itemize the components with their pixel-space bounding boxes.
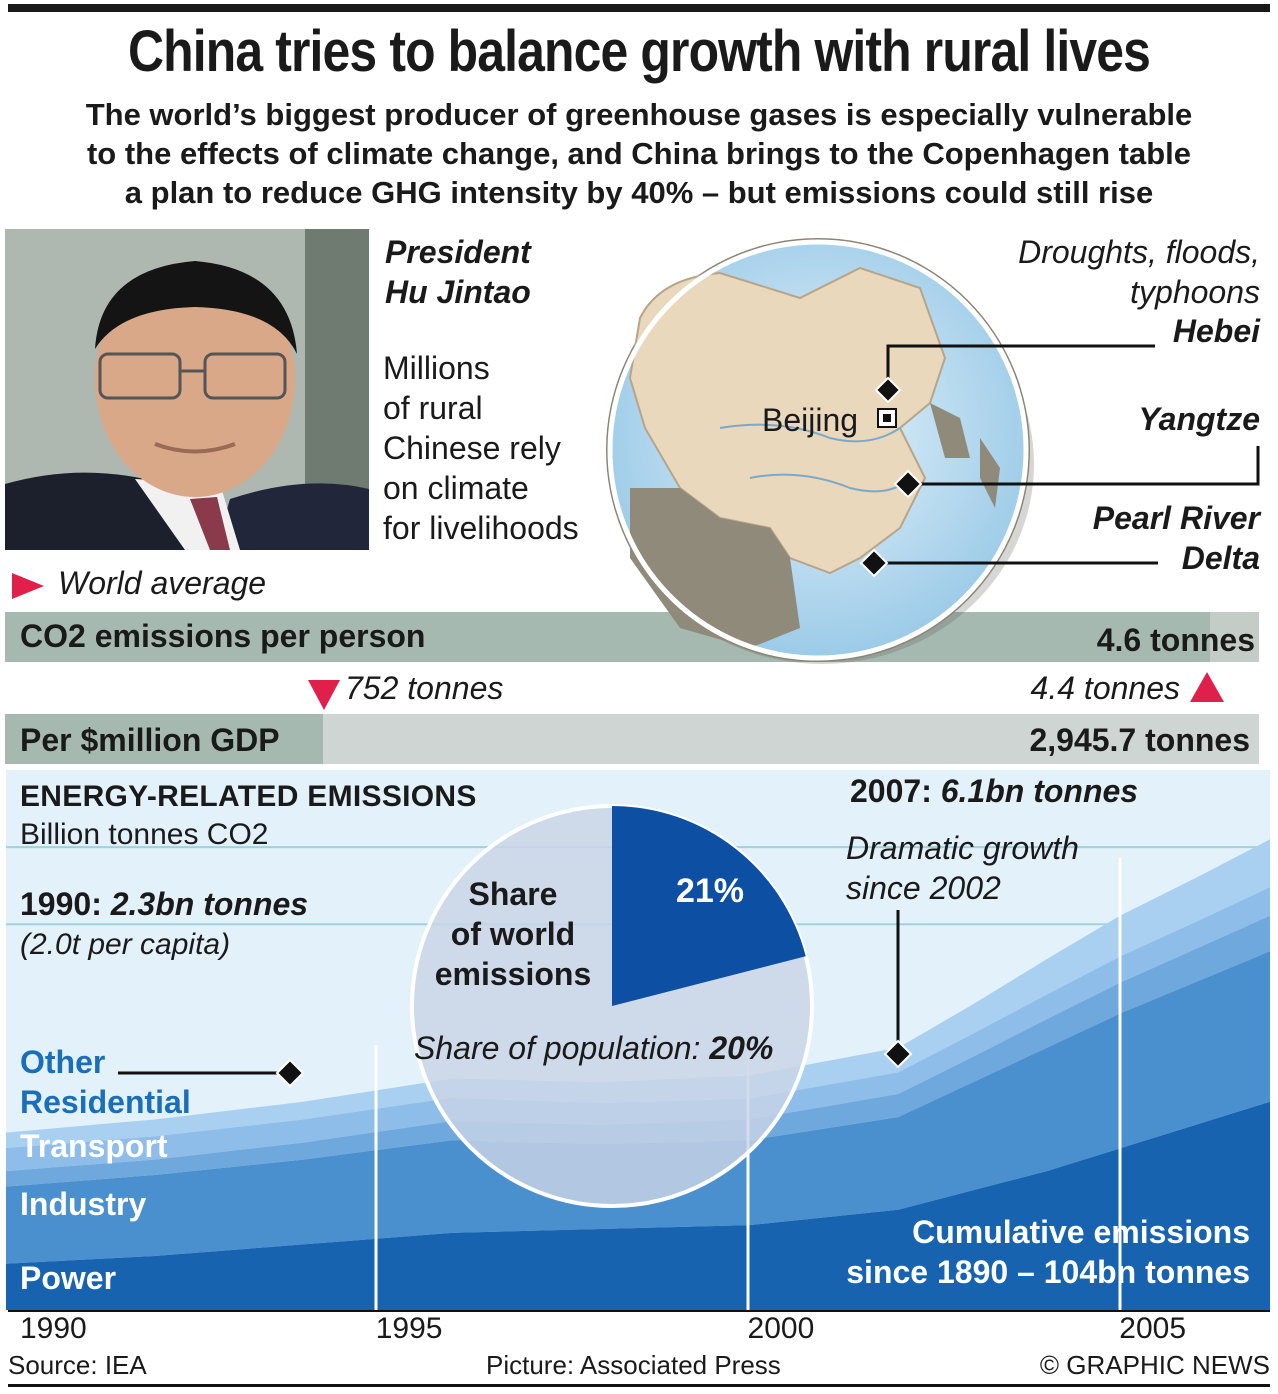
annot-1990-year: 1990: <box>20 886 102 922</box>
annot-1990-value: 2.3bn tonnes <box>110 886 309 922</box>
rural-text-line: of rural <box>383 390 483 426</box>
pearl-river-label: Pearl River Delta <box>960 498 1260 578</box>
gdp-label: Per $million GDP <box>20 722 280 758</box>
population-share: Share of population: 20% <box>414 1030 773 1067</box>
page-subtitle: The world’s biggest producer of greenhou… <box>0 95 1278 212</box>
caption-line: Hu Jintao <box>385 274 531 310</box>
subtitle-line: to the effects of climate change, and Ch… <box>86 136 1192 171</box>
per-person-world-value: 4.4 tonnes <box>1030 670 1180 706</box>
yangtze-label: Yangtze <box>1138 401 1261 437</box>
series-label-other: Other <box>20 1044 106 1080</box>
caption-line: President <box>385 234 531 270</box>
area-industry <box>6 951 1270 1264</box>
cumulative-line: since 1890 – 104bn tonnes <box>846 1254 1250 1290</box>
x-tick-label: 1995 <box>375 1312 443 1345</box>
pie-slice-label: 21% <box>675 872 745 910</box>
bottom-rule <box>8 1384 1270 1387</box>
rural-text: Millions of rural Chinese rely on climat… <box>383 348 579 548</box>
growth-line: since 2002 <box>846 870 1001 906</box>
rural-text-line: Chinese rely <box>383 430 561 466</box>
subtitle-line: The world’s biggest producer of greenhou… <box>85 97 1193 132</box>
world-average-legend: World average <box>58 565 267 601</box>
gdp-world-marker <box>308 680 340 710</box>
per-person-world-marker <box>1190 672 1224 702</box>
annot-2007-value: 6.1bn tonnes <box>940 773 1139 809</box>
growth-note: Dramatic growth since 2002 <box>846 828 1079 908</box>
growth-line: Dramatic growth <box>846 830 1079 866</box>
pie-title-line: Share <box>468 876 558 912</box>
population-share-label: Share of population: <box>414 1030 701 1066</box>
gdp-bar-world <box>5 714 323 764</box>
annot-2007-year: 2007: <box>850 773 932 809</box>
top-rule <box>8 4 1270 12</box>
energy-unit: Billion tonnes CO2 <box>20 818 269 851</box>
cumulative-line: Cumulative emissions <box>912 1214 1250 1250</box>
page-title: China tries to balance growth with rural… <box>127 19 1151 84</box>
graphic-news-credit: © GRAPHIC NEWS <box>1039 1350 1270 1380</box>
gdp-china-value: 2,945.7 tonnes <box>1029 722 1250 758</box>
series-label-power: Power <box>20 1260 117 1296</box>
x-tick-label: 2000 <box>747 1312 815 1345</box>
hebei-label: Hebei <box>1172 313 1260 349</box>
beijing-label: Beijing <box>762 402 859 438</box>
gdp-world-value: 752 tonnes <box>345 670 504 706</box>
per-person-bar-china <box>5 612 1210 662</box>
series-label-residential: Residential <box>20 1084 191 1120</box>
x-tick-label: 2005 <box>1119 1312 1187 1345</box>
x-tick-label: 1990 <box>20 1312 87 1345</box>
share-pie-chart <box>410 804 814 1208</box>
per-person-china-value: 4.6 tonnes <box>1096 622 1255 658</box>
cumulative-note: Cumulative emissions since 1890 – 104bn … <box>760 1212 1250 1292</box>
hazards-label: Droughts, floods, typhoons <box>940 232 1260 312</box>
pie-title-line: emissions <box>434 956 592 992</box>
pie-slice-china <box>612 806 806 1006</box>
series-label-industry: Industry <box>20 1186 147 1222</box>
x-axis-line <box>8 1310 1270 1312</box>
subtitle-line: a plan to reduce GHG intensity by 40% – … <box>124 175 1154 210</box>
hazards-line: Droughts, floods, <box>1018 234 1260 270</box>
pie-title-line: of world <box>450 916 576 952</box>
source-credit: Source: IEA <box>8 1350 147 1380</box>
rural-text-line: Millions <box>383 350 490 386</box>
area-power <box>6 1101 1270 1310</box>
picture-credit: Picture: Associated Press <box>486 1350 781 1380</box>
energy-heading: ENERGY-RELATED EMISSIONS <box>20 780 477 813</box>
rural-text-line: on climate <box>383 470 529 506</box>
world-average-legend-marker <box>12 573 44 599</box>
pie-title: Share of world emissions <box>400 874 626 994</box>
series-label-transport: Transport <box>20 1128 168 1164</box>
annot-1990: 1990: 2.3bn tonnes <box>20 886 308 923</box>
per-person-label: CO2 emissions per person <box>20 618 426 654</box>
photo-caption: President Hu Jintao <box>385 232 531 312</box>
pearl-line: Pearl River <box>1092 500 1260 536</box>
rural-text-line: for livelihoods <box>383 510 579 546</box>
hazards-line: typhoons <box>1130 274 1260 310</box>
pearl-line: Delta <box>1181 540 1260 576</box>
portrait-photo <box>5 229 369 550</box>
annot-2007: 2007: 6.1bn tonnes <box>850 773 1138 810</box>
population-share-value: 20% <box>709 1030 774 1066</box>
annot-1990-per-capita: (2.0t per capita) <box>20 928 231 961</box>
